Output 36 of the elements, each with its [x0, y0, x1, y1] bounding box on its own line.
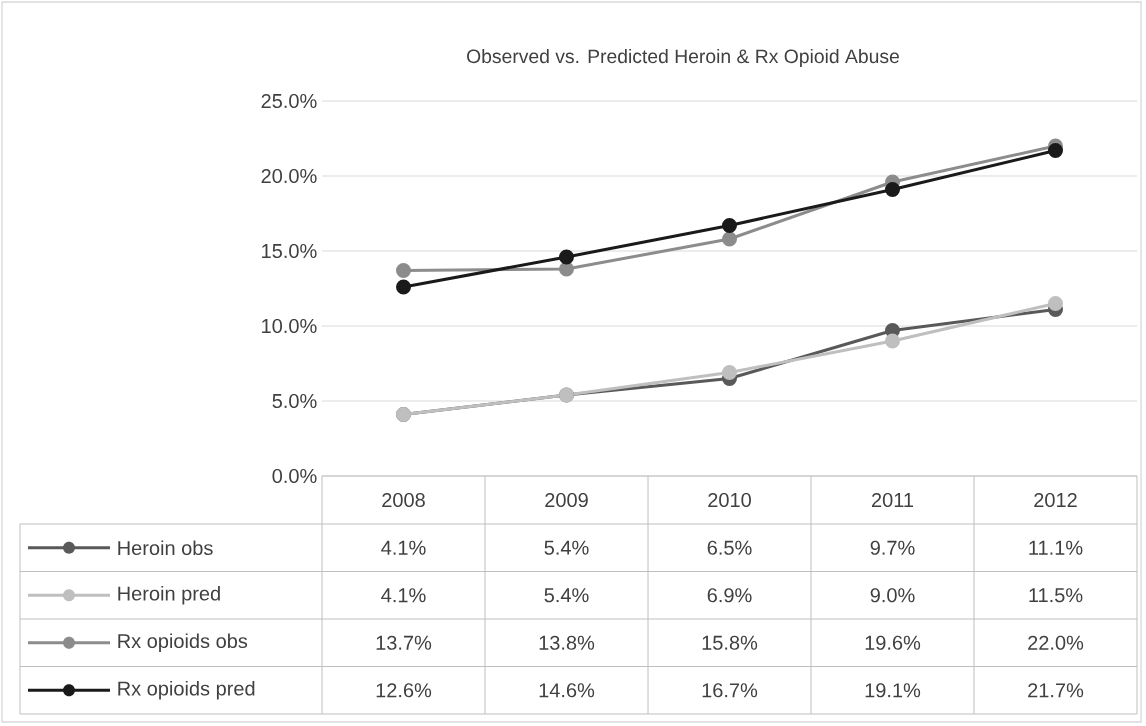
legend-label: Rx opioids obs — [118, 633, 248, 653]
data-label: 19.1% — [865, 683, 921, 698]
legend-label: Rx opioids pred — [118, 680, 255, 700]
x-tick-label: 2012 — [1034, 492, 1077, 508]
data-label: 22.0% — [1028, 635, 1084, 650]
x-tick-label: 2008 — [382, 492, 425, 508]
data-label: 19.6% — [865, 635, 921, 650]
y-tick-label: 10.0% — [262, 318, 317, 334]
x-tick-label: 2009 — [545, 492, 588, 508]
data-label: 4.1% — [381, 540, 426, 555]
data-label: 5.4% — [544, 588, 589, 603]
legend-label: Heroin pred — [118, 585, 220, 605]
data-label: 15.8% — [702, 635, 758, 650]
x-tick-label: 2010 — [708, 492, 751, 508]
y-tick-label: 20.0% — [261, 168, 317, 184]
y-tick-label: 15.0% — [262, 243, 317, 259]
data-label: 11.5% — [1029, 588, 1083, 603]
data-label: 16.7% — [702, 683, 758, 698]
y-tick-label: 0.0% — [272, 468, 317, 484]
data-label: 21.7% — [1028, 683, 1084, 698]
chart-title: Observed vs. Predicted Heroin & Rx Opioid Abuse — [467, 48, 899, 68]
data-label: 5.4% — [544, 540, 589, 555]
data-label: 14.6% — [539, 683, 595, 698]
data-label: 4.1% — [381, 588, 426, 603]
data-label: 6.5% — [707, 540, 752, 555]
data-label: 12.6% — [376, 683, 432, 698]
data-label: 13.7% — [376, 635, 432, 650]
y-tick-label: 25.0% — [261, 93, 317, 109]
data-label: 13.8% — [539, 635, 595, 650]
y-tick-label: 5.0% — [272, 393, 317, 409]
data-label: 9.0% — [870, 588, 915, 603]
x-tick-label: 2011 — [872, 492, 914, 508]
data-label: 11.1% — [1029, 540, 1083, 555]
legend-label: Heroin obs — [118, 540, 213, 556]
data-label: 9.7% — [870, 540, 915, 555]
data-label: 6.9% — [707, 588, 752, 603]
